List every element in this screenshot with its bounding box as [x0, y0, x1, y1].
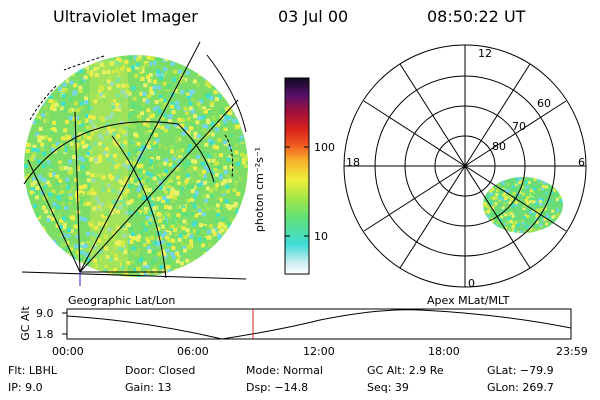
dsp-info: Dsp: −14.8 — [246, 381, 309, 394]
mlat-label-70: 70 — [512, 120, 526, 133]
altitude-xtick-1800: 18:00 — [428, 345, 460, 358]
polar-panel-label: Apex MLat/MLT — [427, 294, 510, 307]
door-info: Door: Closed — [125, 364, 196, 377]
altitude-xtick-0000: 00:00 — [52, 345, 84, 358]
altitude-ytick-9: 9.0 — [36, 307, 54, 320]
altitude-xtick-0600: 06:00 — [177, 345, 209, 358]
glon-info: GLon: 269.7 — [487, 381, 554, 394]
mode-info: Mode: Normal — [246, 364, 323, 377]
geographic-panel-label: Geographic Lat/Lon — [68, 294, 176, 307]
seq-info: Seq: 39 — [367, 381, 409, 394]
mlt-label-0: 0 — [468, 277, 475, 290]
instrument-title: Ultraviolet Imager — [53, 7, 198, 26]
gc-alt-info: GC Alt: 2.9 Re — [367, 364, 444, 377]
mlat-label-80: 80 — [492, 140, 506, 153]
ip-info: IP: 9.0 — [8, 381, 43, 394]
altitude-xtick-2359: 23:59 — [556, 345, 588, 358]
date-label: 03 Jul 00 — [278, 7, 349, 26]
mlt-label-18: 18 — [346, 156, 360, 169]
colorbar-tick-10: 10 — [314, 230, 328, 243]
mlt-label-6: 6 — [578, 156, 585, 169]
altitude-ylabel: GC Alt — [18, 306, 32, 341]
altitude-ytick-1-8: 1.8 — [36, 328, 54, 341]
gain-info: Gain: 13 — [125, 381, 172, 394]
altitude-xtick-1200: 12:00 — [303, 345, 335, 358]
mlat-label-60: 60 — [537, 97, 551, 110]
filter-info: Flt: LBHL — [8, 364, 57, 377]
glat-info: GLat: −79.9 — [487, 364, 554, 377]
colorbar-tick-100: 100 — [314, 141, 335, 154]
time-label: 08:50:22 UT — [427, 7, 526, 26]
mlt-label-12: 12 — [478, 47, 492, 60]
